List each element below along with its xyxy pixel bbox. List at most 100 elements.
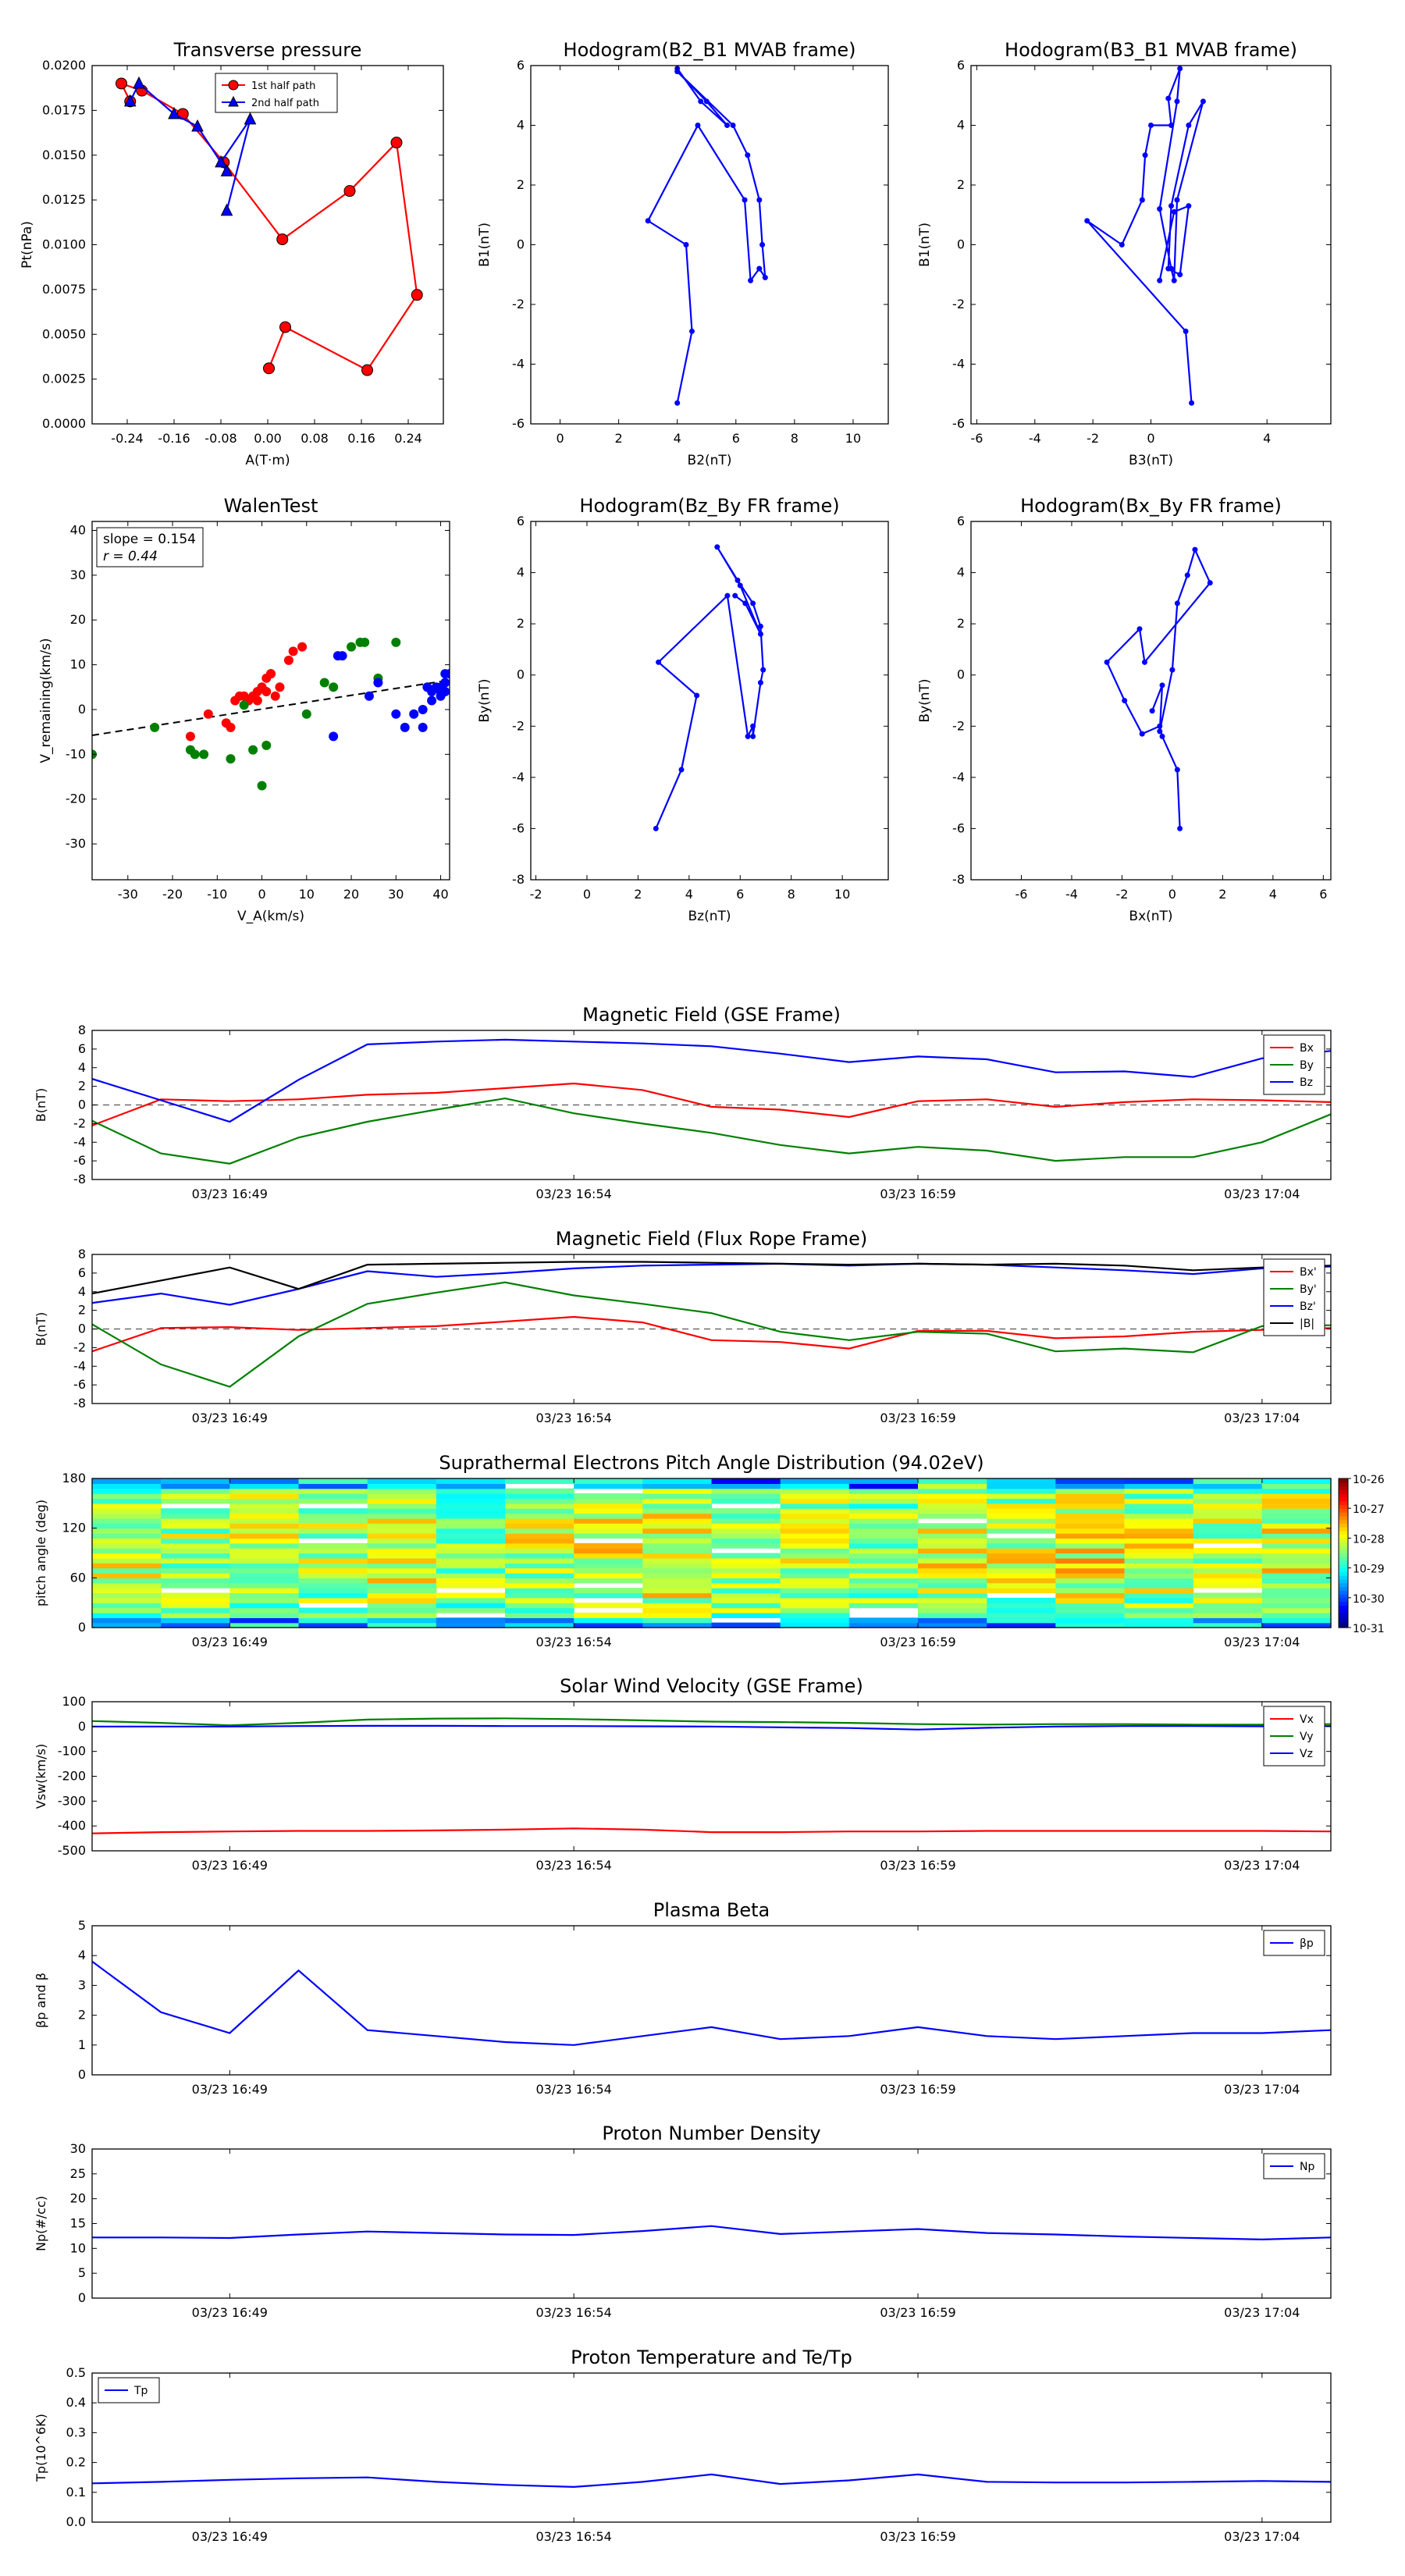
heatmap-cell — [367, 1607, 437, 1614]
heatmap-cell — [161, 1567, 230, 1574]
heatmap-cell — [1193, 1523, 1263, 1529]
x-tick-label: 03/23 16:59 — [880, 1858, 955, 1873]
heatmap-cell — [161, 1488, 230, 1494]
heatmap-cell — [780, 1597, 850, 1603]
y-axis-label: Vsw(km/s) — [34, 1744, 48, 1809]
point-dot — [678, 767, 685, 773]
heatmap-cell — [574, 1478, 643, 1484]
heatmap-cell — [92, 1528, 162, 1534]
chart-h4: Hodogram(Bx_By FR frame) -6 -4 -2 0 2 4 6 -8 -6 -4… — [917, 495, 1332, 924]
heatmap-cell — [1193, 1573, 1263, 1578]
heatmap-cell — [298, 1553, 368, 1559]
heatmap-cell — [1055, 1563, 1126, 1569]
point-dot — [750, 723, 756, 729]
x-tick-label: 03/23 17:04 — [1224, 1858, 1300, 1873]
point-dot — [1169, 667, 1176, 673]
heatmap-cell — [711, 1607, 781, 1614]
point-dot — [653, 825, 659, 831]
heatmap-cell — [367, 1517, 437, 1524]
y-tick-label: -2 — [73, 1340, 86, 1354]
point-dot — [737, 582, 743, 589]
heatmap-cell — [1055, 1478, 1126, 1484]
y-tick-label: 40 — [70, 522, 86, 537]
heatmap-cell — [848, 1578, 919, 1584]
heatmap-cell — [1261, 1478, 1332, 1484]
heatmap-cell — [1193, 1488, 1263, 1494]
chart-bgse: Magnetic Field (GSE Frame) 03/23 16:49 03/… — [34, 1004, 1332, 1201]
heatmap-cell — [1261, 1592, 1332, 1599]
y-tick-label: -8 — [73, 1396, 86, 1411]
y-tick-label: 6 — [957, 514, 965, 528]
chart-title: Plasma Beta — [653, 1899, 770, 1921]
point-triangle — [220, 203, 233, 216]
series-line-1 — [92, 1281, 1331, 1388]
heatmap-cell — [848, 1597, 919, 1603]
x-tick-label: 03/23 16:49 — [192, 2082, 268, 2097]
heatmap-cell — [92, 1523, 162, 1529]
chart-title: Magnetic Field (Flux Rope Frame) — [556, 1228, 867, 1250]
heatmap-cell — [1055, 1542, 1126, 1549]
point-dot — [757, 623, 763, 629]
heatmap-cell — [918, 1573, 987, 1578]
heatmap-cell — [1261, 1488, 1332, 1494]
heatmap-cell — [711, 1603, 781, 1609]
heatmap-cell — [642, 1553, 713, 1559]
x-tick-label: 03/23 16:54 — [536, 1858, 612, 1873]
heatmap-cell — [298, 1592, 368, 1599]
x-tick-label: 6 — [736, 887, 744, 902]
heatmap-cell — [367, 1538, 437, 1544]
heatmap-cell — [505, 1622, 574, 1628]
heatmap-cell — [505, 1548, 574, 1554]
heatmap-cell — [92, 1557, 162, 1564]
point-dot — [674, 400, 681, 406]
heatmap-cell — [436, 1548, 506, 1554]
x-axis-label: A(T·m) — [245, 453, 290, 468]
heatmap-cell — [780, 1573, 850, 1578]
heatmap-cell — [436, 1607, 506, 1614]
x-axis-label: V_A(km/s) — [237, 909, 304, 924]
y-tick-label: 25 — [70, 2166, 86, 2181]
heatmap-cell — [92, 1578, 162, 1584]
heatmap-cell — [1193, 1592, 1263, 1599]
heatmap-cell — [780, 1478, 850, 1484]
point-dot — [756, 265, 763, 272]
heatmap-cell — [1055, 1557, 1126, 1564]
y-tick-label: 0.0100 — [42, 237, 86, 252]
heatmap-cell — [780, 1508, 850, 1514]
series-line-1 — [92, 1717, 1331, 1727]
heatmap-cell — [92, 1622, 162, 1628]
heatmap-cell — [505, 1573, 574, 1578]
heatmap-cell — [848, 1603, 919, 1609]
y-axis-label: βp and β — [34, 1973, 48, 2028]
heatmap-cell — [1261, 1483, 1332, 1489]
y-tick-label: 180 — [62, 1471, 86, 1485]
heatmap-cell — [161, 1548, 230, 1554]
heatmap-cell — [1055, 1597, 1126, 1603]
walen-point-green — [239, 700, 249, 710]
walen-point-red — [185, 731, 195, 742]
y-tick-label: 0.3 — [66, 2425, 86, 2439]
point-dot — [724, 592, 731, 599]
heatmap-cell — [367, 1488, 437, 1494]
heatmap-cell — [848, 1533, 919, 1539]
heatmap-cell — [1193, 1622, 1263, 1628]
heatmap-cell — [574, 1528, 643, 1534]
x-tick-label: 6 — [1319, 887, 1327, 902]
heatmap-cell — [642, 1563, 713, 1569]
heatmap-cell — [1261, 1538, 1332, 1544]
heatmap-cell — [780, 1603, 850, 1609]
y-tick-label: 6 — [517, 514, 525, 528]
heatmap-cell — [1124, 1617, 1194, 1624]
x-tick-label: 03/23 16:59 — [880, 1635, 955, 1649]
point-dot — [714, 544, 720, 550]
y-tick-label: 0.0175 — [42, 102, 86, 117]
point-dot — [1168, 203, 1175, 209]
heatmap-cell — [229, 1592, 300, 1599]
chart-title: Proton Temperature and Te/Tp — [571, 2347, 852, 2368]
heatmap-cell — [1124, 1488, 1194, 1494]
heatmap-cell — [987, 1528, 1056, 1534]
x-tick-label: 2 — [615, 431, 623, 446]
point-dot — [1177, 272, 1183, 278]
colorbar-segment — [1339, 1546, 1348, 1550]
heatmap-cell — [436, 1517, 506, 1524]
